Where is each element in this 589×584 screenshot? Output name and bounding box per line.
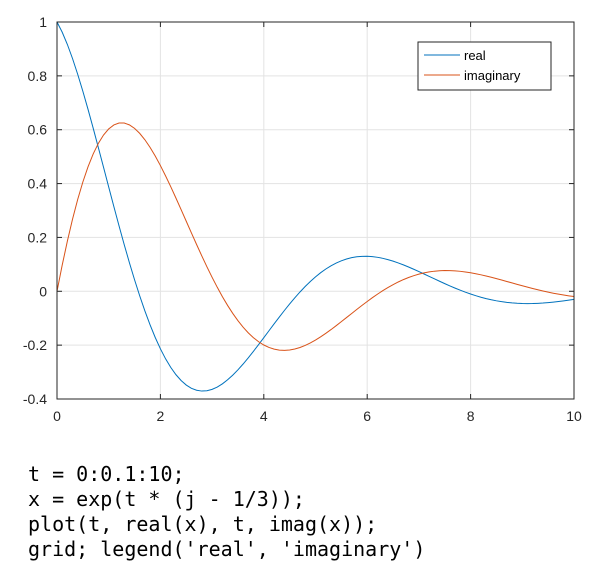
x-tick-label: 6 — [363, 408, 371, 424]
y-tick-label: 1 — [39, 14, 47, 30]
x-tick-label: 0 — [53, 408, 61, 424]
y-tick-label: 0.8 — [28, 68, 48, 84]
y-tick-label: 0.4 — [28, 176, 48, 192]
code-line: t = 0:0.1:10; — [28, 462, 185, 486]
tick-labels: 0 2 4 6 8 10 -0.4 -0.2 0 0.2 0.4 0.6 0.8 1 — [23, 14, 582, 424]
y-tick-label: 0.2 — [28, 229, 48, 245]
x-tick-label: 4 — [260, 408, 268, 424]
x-tick-label: 2 — [157, 408, 165, 424]
series-line-real — [56, 21, 575, 392]
line-chart: 0 2 4 6 8 10 -0.4 -0.2 0 0.2 0.4 0.6 0.8 1 real imagin… — [23, 14, 582, 424]
axis-ticks — [56, 21, 575, 400]
legend-box — [417, 41, 552, 91]
series-line-imaginary — [56, 122, 575, 351]
code-line: x = exp(t * (j - 1/3)); — [28, 487, 305, 511]
code-line: plot(t, real(x), t, imag(x)); — [28, 512, 378, 536]
axes-box — [56, 21, 575, 400]
legend: real imaginary — [417, 41, 552, 91]
legend-label: imaginary — [464, 68, 521, 83]
x-tick-label: 10 — [566, 408, 582, 424]
code-block: t = 0:0.1:10; x = exp(t * (j - 1/3)); plot… — [28, 462, 425, 562]
x-tick-label: 8 — [467, 408, 475, 424]
y-tick-label: 0.6 — [28, 122, 48, 138]
y-tick-label: -0.4 — [23, 391, 47, 407]
y-tick-label: 0 — [39, 283, 47, 299]
y-tick-label: -0.2 — [23, 337, 47, 353]
code-line: grid; legend('real', 'imaginary') — [28, 537, 426, 561]
series-lines — [56, 21, 575, 392]
legend-label: real — [464, 48, 486, 63]
